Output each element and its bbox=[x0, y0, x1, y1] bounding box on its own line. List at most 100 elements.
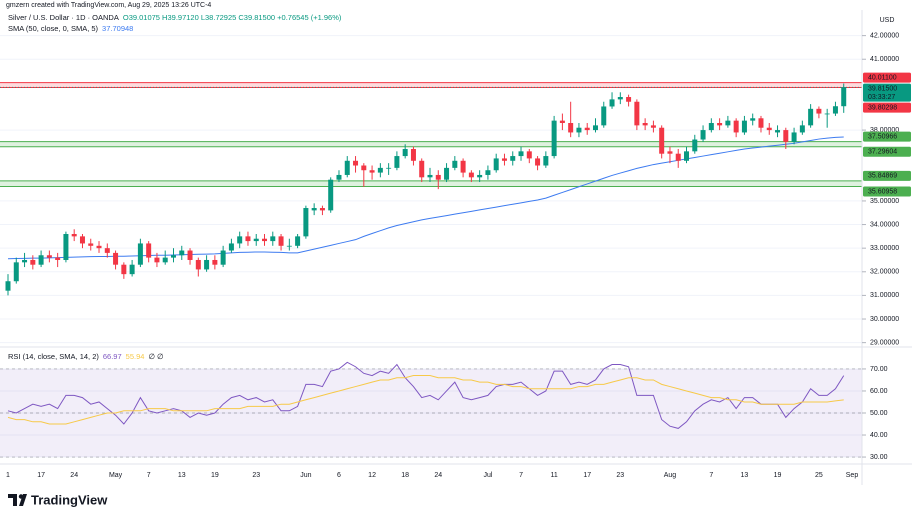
candle-body bbox=[708, 123, 714, 131]
candle-body bbox=[526, 151, 532, 159]
x-tick-label: 7 bbox=[147, 472, 151, 479]
candle-body bbox=[137, 243, 143, 265]
candle-body bbox=[303, 208, 309, 237]
candle-body bbox=[187, 250, 193, 260]
x-tick-label: Jul bbox=[483, 472, 492, 479]
candle-body bbox=[278, 236, 284, 246]
x-tick-label: 24 bbox=[434, 472, 442, 479]
candle-body bbox=[212, 259, 218, 265]
price-tag-label: 37.29604 bbox=[868, 149, 897, 156]
candle-body bbox=[576, 127, 582, 133]
sma-value: 37.70948 bbox=[102, 24, 133, 33]
zone-band bbox=[0, 180, 862, 187]
x-tick-label: Aug bbox=[664, 472, 677, 479]
rsi-band bbox=[0, 368, 862, 458]
candle-body bbox=[485, 170, 491, 175]
candle-body bbox=[626, 97, 632, 102]
candle-body bbox=[799, 125, 805, 133]
candle-body bbox=[394, 156, 400, 168]
price-tag-label: 03:33:27 bbox=[868, 94, 895, 101]
y-tick-label: 35.00000 bbox=[870, 198, 899, 205]
candle-body bbox=[113, 252, 119, 265]
candle-body bbox=[692, 139, 698, 152]
candle-body bbox=[71, 234, 77, 237]
candle-body bbox=[791, 132, 797, 142]
x-tick-label: 19 bbox=[774, 472, 782, 479]
y-tick-label: 32.00000 bbox=[870, 269, 899, 276]
candle-body bbox=[841, 87, 847, 107]
candle-body bbox=[146, 243, 152, 258]
price-tag-label: 39.81500 bbox=[868, 85, 897, 92]
candle-body bbox=[667, 151, 673, 154]
candle-body bbox=[336, 174, 342, 180]
plot-layer bbox=[0, 82, 862, 458]
candle-body bbox=[510, 156, 516, 161]
x-tick-label: 11 bbox=[550, 472, 557, 479]
candle-body bbox=[559, 120, 565, 123]
candle-body bbox=[609, 99, 615, 107]
candle-body bbox=[543, 156, 549, 166]
x-tick-label: 7 bbox=[519, 472, 523, 479]
y-tick-label: 50.00 bbox=[870, 410, 888, 417]
x-tick-label: 19 bbox=[211, 472, 219, 479]
candle-body bbox=[402, 148, 408, 157]
candle-body bbox=[179, 250, 185, 256]
candle-body bbox=[286, 245, 292, 247]
candle-body bbox=[311, 208, 317, 211]
legend-rsi: RSI (14, close, SMA, 14, 2) 66.97 55.94 ∅ ∅ bbox=[8, 352, 164, 361]
candle-body bbox=[468, 172, 474, 178]
candle-body bbox=[824, 113, 830, 115]
y-tick-label: 34.00000 bbox=[870, 221, 899, 228]
candle-body bbox=[766, 127, 772, 131]
candle-body bbox=[55, 257, 61, 260]
candle-body bbox=[96, 245, 102, 249]
candle-body bbox=[295, 236, 301, 246]
candle-body bbox=[237, 236, 243, 244]
candle-body bbox=[344, 160, 350, 175]
candle-body bbox=[551, 120, 557, 157]
candle-body bbox=[129, 264, 135, 275]
candle-body bbox=[493, 158, 499, 171]
candle-body bbox=[750, 118, 756, 121]
candle-body bbox=[162, 257, 168, 263]
candle-body bbox=[501, 158, 507, 161]
y-tick-label: 33.00000 bbox=[870, 245, 899, 252]
candle-body bbox=[154, 257, 160, 263]
candle-body bbox=[427, 174, 433, 178]
candle-body bbox=[733, 120, 739, 133]
candle-body bbox=[452, 160, 458, 168]
x-tick-label: 17 bbox=[37, 472, 45, 479]
candle-body bbox=[245, 236, 251, 242]
legend-main: Silver / U.S. Dollar · 1D · OANDA O39.010… bbox=[8, 13, 342, 22]
x-tick-label: 18 bbox=[401, 472, 409, 479]
candle-body bbox=[675, 153, 681, 161]
rsi-name: RSI (14, close, SMA, 14, 2) bbox=[8, 352, 99, 361]
candle-body bbox=[684, 151, 690, 161]
candle-body bbox=[170, 255, 176, 258]
sma-name: SMA (50, close, 0, SMA, 5) bbox=[8, 24, 99, 33]
y-tick-label: 30.00 bbox=[870, 454, 888, 461]
candle-body bbox=[319, 208, 325, 211]
candle-body bbox=[650, 125, 656, 128]
rsi-na: ∅ ∅ bbox=[148, 352, 163, 361]
candle-body bbox=[758, 118, 764, 128]
x-tick-label: 13 bbox=[178, 472, 186, 479]
x-tick-label: 23 bbox=[616, 472, 624, 479]
candle-body bbox=[204, 259, 210, 270]
brand-name: TradingView bbox=[31, 492, 108, 507]
y-tick-label: 42.00000 bbox=[870, 32, 899, 39]
candle-body bbox=[783, 130, 789, 142]
rsi-ma-value: 55.94 bbox=[126, 352, 145, 361]
candle-body bbox=[410, 148, 416, 161]
price-tag-label: 40.01100 bbox=[868, 74, 897, 81]
x-tick-label: Jun bbox=[300, 472, 311, 479]
candle-body bbox=[642, 123, 648, 126]
price-tag bbox=[863, 186, 911, 197]
credit: gmzern created with TradingView.com, Aug… bbox=[6, 2, 211, 9]
x-tick-label: May bbox=[109, 472, 123, 479]
x-tick-label: 12 bbox=[368, 472, 376, 479]
rsi-value: 66.97 bbox=[103, 352, 122, 361]
x-tick-label: 25 bbox=[815, 472, 823, 479]
candle-body bbox=[79, 236, 85, 244]
